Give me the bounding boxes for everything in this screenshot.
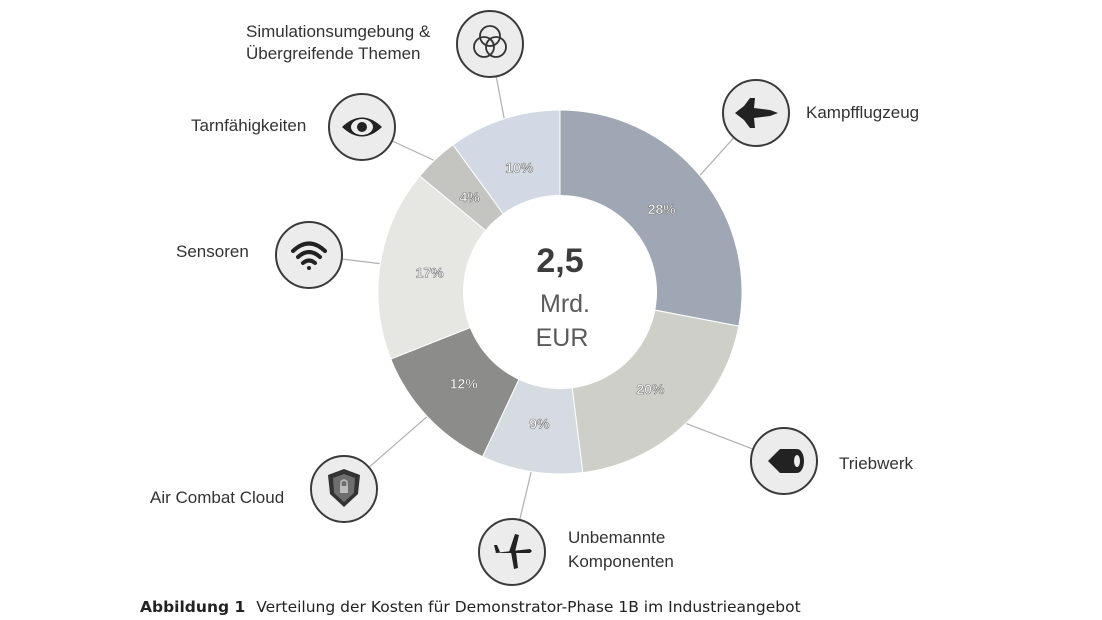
icon-unbemannte bbox=[478, 518, 546, 586]
icon-sensoren bbox=[275, 221, 343, 289]
leader-line bbox=[341, 258, 385, 265]
slice-value-label: 10% bbox=[505, 159, 534, 175]
icon-simulation bbox=[456, 10, 524, 78]
label-air-combat-cloud: Air Combat Cloud bbox=[150, 488, 284, 507]
leader-line bbox=[495, 76, 506, 123]
total-unit-line1: Mrd. bbox=[540, 290, 590, 318]
leader-line bbox=[368, 413, 431, 468]
label-kampfflugzeug: Kampfflugzeug bbox=[806, 103, 919, 122]
icon-air-combat-cloud bbox=[310, 455, 378, 523]
fighter-jet-icon bbox=[735, 98, 778, 128]
leader-line bbox=[391, 140, 439, 163]
label-sensoren: Sensoren bbox=[176, 242, 249, 261]
jet-engine-icon bbox=[768, 449, 804, 473]
label-unbemannte-line2: Komponenten bbox=[568, 552, 674, 571]
slice-value-label: 12% bbox=[450, 375, 479, 391]
slice-value-label: 4% bbox=[460, 189, 481, 205]
wifi-sensor-icon bbox=[291, 241, 327, 270]
leader-line bbox=[519, 467, 533, 521]
label-simulation-line2: Übergreifende Themen bbox=[246, 44, 421, 63]
slice-value-label: 28% bbox=[648, 201, 677, 217]
slice-value-label: 9% bbox=[529, 415, 550, 431]
leader-line bbox=[696, 137, 735, 179]
shield-icon bbox=[328, 469, 360, 507]
icon-kampfflugzeug bbox=[722, 79, 790, 147]
total-value: 2,5 bbox=[536, 242, 583, 280]
slice-value-label: 17% bbox=[416, 264, 445, 280]
figure-caption: Abbildung 1 Verteilung der Kosten für De… bbox=[140, 598, 801, 616]
caption-label: Abbildung 1 bbox=[140, 598, 246, 616]
total-unit-line2: EUR bbox=[536, 324, 589, 352]
caption-text: Verteilung der Kosten für Demonstrator-P… bbox=[256, 598, 801, 616]
cost-distribution-donut-chart: 28% 20% 9% 12% 17% 4% 10% 2,5 Mrd. EUR bbox=[150, 10, 919, 586]
drone-icon bbox=[494, 534, 532, 569]
icon-tarnfaehigkeiten bbox=[328, 93, 396, 161]
label-triebwerk: Triebwerk bbox=[839, 454, 913, 473]
slice-value-label: 20% bbox=[636, 381, 665, 397]
eye-icon bbox=[342, 117, 382, 137]
leader-line bbox=[681, 421, 754, 450]
donut-center-hole bbox=[463, 195, 657, 389]
label-simulation-line1: Simulationsumgebung & bbox=[246, 22, 431, 41]
venn-circles-icon bbox=[473, 25, 507, 58]
label-unbemannte-line1: Unbemannte bbox=[568, 528, 665, 547]
label-tarnfaehigkeiten: Tarnfähigkeiten bbox=[191, 116, 306, 135]
icon-triebwerk bbox=[750, 427, 818, 495]
